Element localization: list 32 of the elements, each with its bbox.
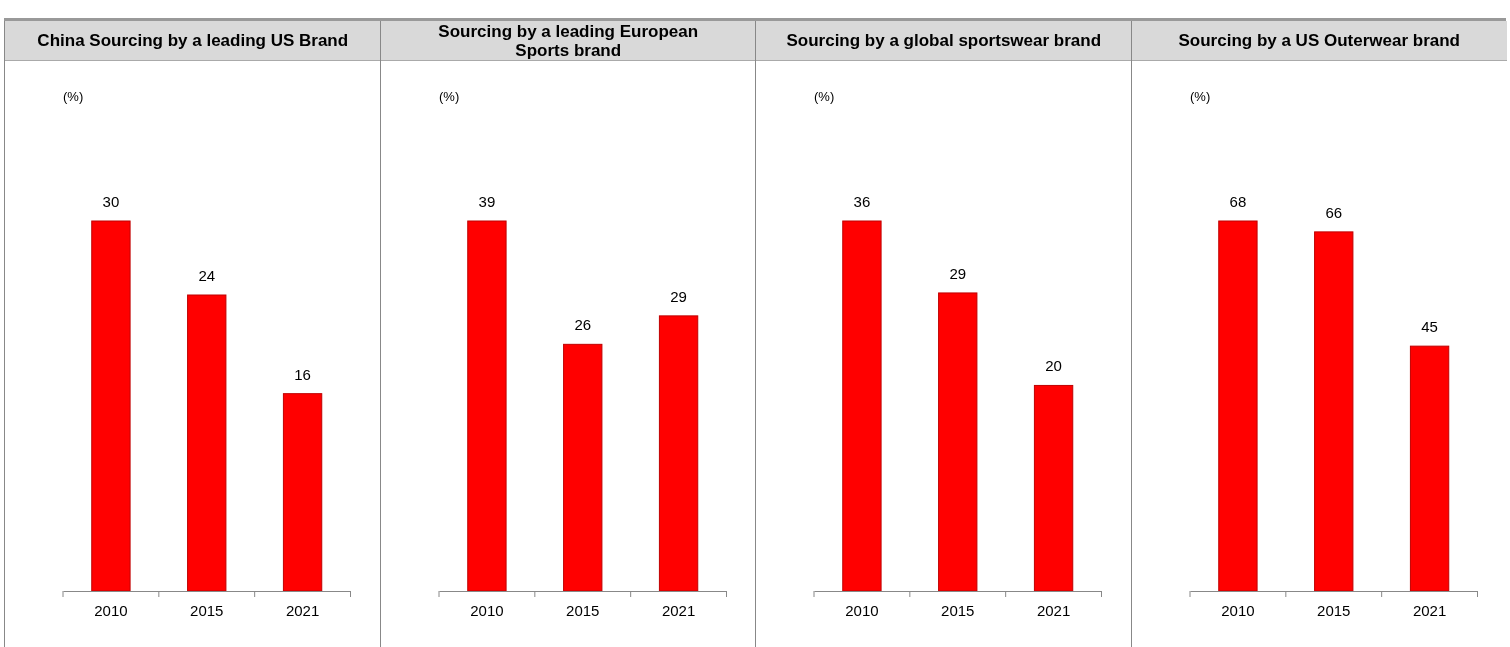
x-tick-label: 2010 [469,601,504,619]
x-tick-label: 2015 [941,601,975,619]
data-label: 26 [573,316,591,334]
x-tick-label: 2010 [845,601,879,619]
data-label: 16 [294,365,311,383]
chart-title: China Sourcing by a leading US Brand [5,21,381,61]
x-tick-label: 2010 [94,601,128,619]
x-tick-label: 2015 [1316,601,1350,619]
data-label: 39 [478,193,495,210]
data-label: 66 [1324,203,1342,221]
chart-title: Sourcing by a leading European Sports brand [380,21,756,61]
data-label: 29 [669,287,687,305]
y-axis-title: (%) [814,89,835,104]
data-label: 68 [1229,193,1246,210]
x-tick-label: 2021 [661,601,695,619]
data-label: 36 [853,193,871,210]
data-label: 24 [198,267,216,284]
data-label: 45 [1420,318,1438,336]
x-tick-label: 2021 [1036,601,1071,619]
x-tick-label: 2021 [1412,601,1446,619]
y-axis-title: (%) [1189,89,1210,104]
data-label: 29 [949,264,967,282]
x-tick-label: 2015 [565,601,599,619]
x-tick-label: 2021 [285,601,320,619]
y-axis-title: (%) [438,89,459,104]
chart-title: Sourcing by a US Outerwear brand [1131,21,1507,61]
x-tick-label: 2010 [1220,601,1255,619]
y-axis-title: (%) [63,89,84,104]
chart-title: Sourcing by a global sportswear brand [756,21,1132,61]
data-label: 20 [1045,357,1062,375]
x-tick-label: 2015 [190,601,224,619]
data-label: 30 [102,193,120,210]
